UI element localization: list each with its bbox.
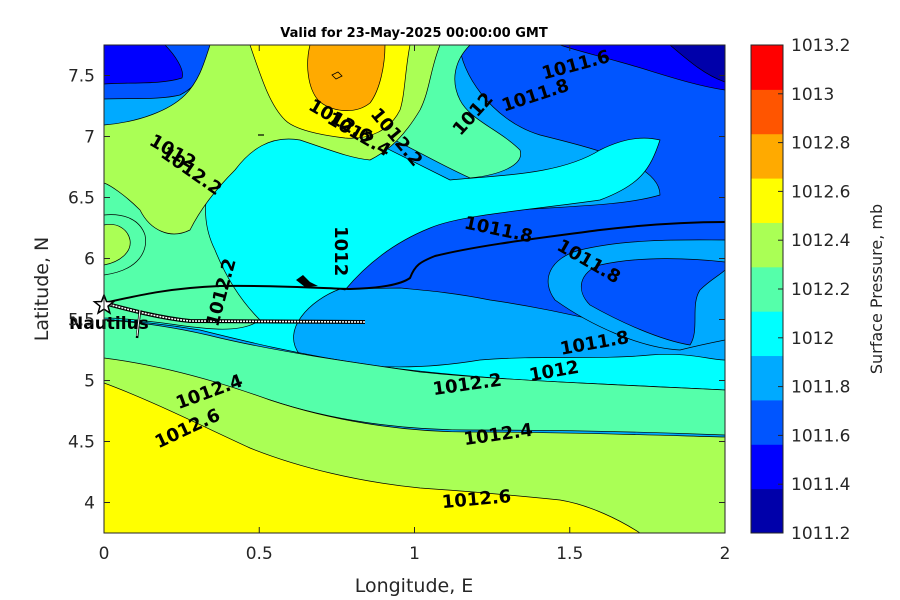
x-tick-label: 0.5 [246,544,273,564]
colorbar-tick-label: 1012.8 [791,134,850,154]
colorbar-label: Surface Pressure, mb [867,204,886,374]
x-ticks: 0 0.5 1 1.5 2 [99,45,731,564]
map-overlay [104,134,725,339]
colorbar-tick-label: 1011.4 [791,475,850,495]
chart-title: Valid for 23-May-2025 00:00:00 GMT [280,26,548,41]
x-tick-label: 1.5 [556,544,583,564]
colorbar-tick-label: 1011.2 [791,524,850,544]
contour-band-1012.6-lower [104,382,641,533]
colorbar-tick-label: 1011.6 [791,426,850,446]
colorbar-segment [751,222,783,268]
colorbar-segment [751,399,783,445]
y-tick-label: 7 [84,128,95,148]
y-tick-label: 4.5 [68,433,95,453]
colorbar: 1011.2 1011.4 1011.6 1011.8 1012 1012.2 1012.4… [750,36,850,544]
y-tick-label: 6 [84,250,95,270]
x-axis-label: Longitude, E [355,575,474,597]
colorbar-tick-label: 1012.4 [791,231,850,251]
x-tick-label: 2 [720,544,731,564]
y-tick-label: 4 [84,494,95,514]
contour-band-1012.8 [307,45,386,111]
contour-small-loop [331,71,343,80]
colorbar-segment [751,444,783,490]
contour-label: 1012 [330,226,351,276]
y-tick-label: 6.5 [68,189,95,209]
coastline [104,221,725,304]
contour-band-1011.4-left [104,45,183,85]
colorbar-tick-label: 1011.8 [791,378,850,398]
y-tick-label: 5.5 [68,311,95,331]
colorbar-segment [751,178,783,223]
x-tick-label: 0 [99,544,110,564]
colorbar-segment [751,488,783,534]
station-label: Nautilus [69,314,149,334]
y-tick-label: 5 [84,372,95,392]
colorbar-segment [751,89,783,135]
colorbar-tick-label: 1012.6 [791,182,850,202]
contour-band-1012.4-left [104,224,131,266]
ship-track-inner [104,302,366,323]
colorbar-tick-label: 1013 [791,85,834,105]
island-blob [296,275,318,287]
colorbar-segment [751,311,783,357]
colorbar-segment [751,266,783,312]
y-tick-label: 7.5 [68,67,95,87]
y-axis-label: Latitude, N [31,237,53,342]
contour-fill-layer [104,45,725,533]
colorbar-tick-label: 1013.2 [791,36,850,56]
contour-band-1011.6-tongue-inner [580,258,725,346]
y-ticks: 4 4.5 5 5.5 6 6.5 7 7.5 [68,67,725,514]
colorbar-tick-label: 1012.2 [791,280,850,300]
x-tick-label: 1 [409,544,420,564]
colorbar-segment [751,355,783,401]
colorbar-segment [751,45,783,90]
track-spur-inner [136,309,141,337]
colorbar-segment [751,133,783,179]
colorbar-tick-label: 1012 [791,329,834,349]
